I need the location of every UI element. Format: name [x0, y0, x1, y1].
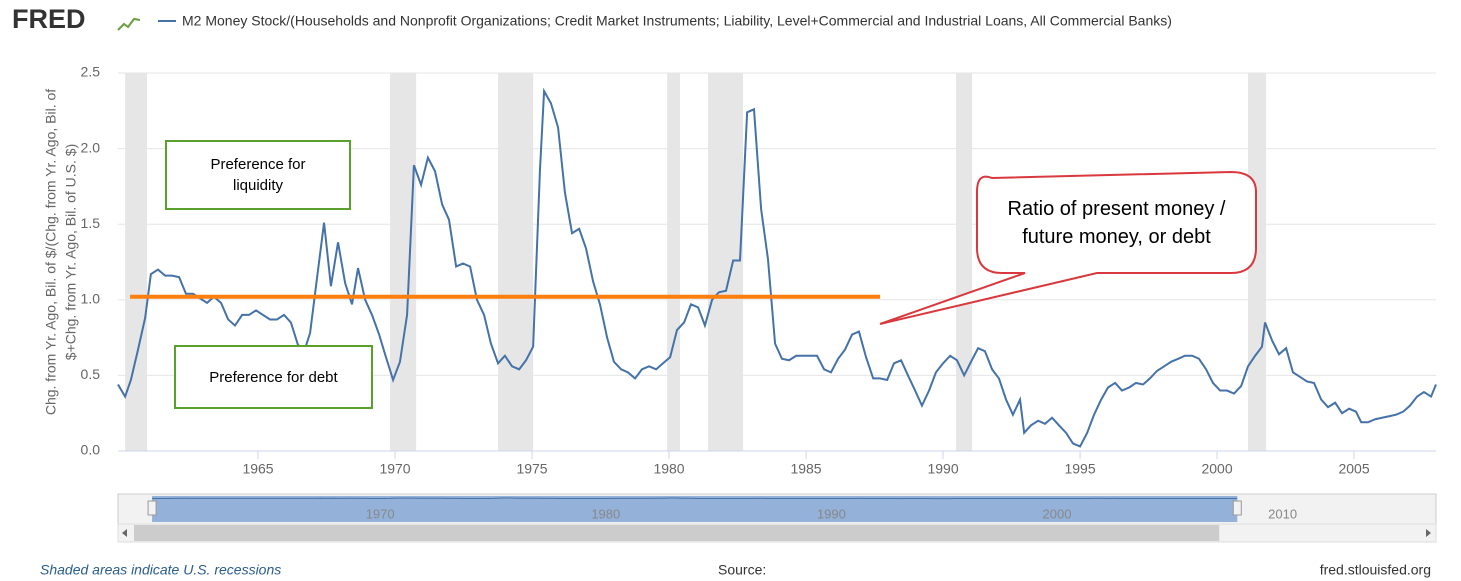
- logo-icon: [117, 17, 141, 31]
- x-tick-label: 1970: [379, 461, 410, 477]
- navigator-handle[interactable]: [1232, 500, 1242, 516]
- x-tick-label: 2000: [1201, 461, 1232, 477]
- recession-band: [667, 73, 680, 451]
- logo: FRED: [12, 4, 86, 34]
- scrollbar-thumb[interactable]: [134, 525, 1220, 541]
- recession-band: [498, 73, 534, 451]
- annotation-text: Ratio of present money / future money, o…: [1007, 197, 1226, 248]
- navigator-tick-label: 1980: [591, 506, 620, 521]
- annotation: Preference for debt: [209, 368, 338, 386]
- y-axis-label: $+Chg. from Yr. Ago, Bil. of U.S. $): [63, 144, 79, 360]
- x-tick-label: 1985: [790, 461, 821, 477]
- x-tick-label: 1995: [1064, 461, 1095, 477]
- x-tick-label: 1980: [653, 461, 684, 477]
- scroll-right[interactable]: [1426, 529, 1431, 537]
- y-tick-label: 2.5: [81, 64, 101, 80]
- data-line: [117, 87, 1437, 448]
- navigator-selection: [152, 496, 1238, 522]
- annotation-box: [174, 345, 373, 409]
- navigator-tick-label: 1990: [817, 506, 846, 521]
- navigator-line: [152, 497, 1238, 500]
- annotation-text: Preference for debt: [209, 368, 338, 386]
- x-tick-label: 1965: [242, 461, 273, 477]
- navigator-tick-label: 2000: [1043, 506, 1072, 521]
- recession-band: [955, 73, 973, 451]
- recession-band: [1248, 73, 1267, 451]
- y-axis-label: Chg. from Yr. Ago, Bil. of $/(Chg. from …: [43, 89, 59, 415]
- y-tick-label: 2.0: [81, 139, 101, 155]
- annotation: Ratio of present money / future money, o…: [1007, 197, 1226, 248]
- navigator-handle[interactable]: [147, 500, 157, 516]
- legend-label: M2 Money Stock/(Households and Nonprofit…: [182, 13, 1172, 29]
- footer-center: Source:: [718, 562, 766, 578]
- annotation-text: Preference for liquidity: [210, 156, 306, 194]
- navigator-tick-label: 1970: [366, 506, 395, 521]
- annotation-box: [165, 140, 351, 210]
- callout: [879, 170, 1257, 325]
- x-tick-label: 1975: [516, 461, 547, 477]
- y-tick-label: 0.5: [81, 366, 101, 382]
- footer-right: fred.stlouisfed.org: [1320, 562, 1431, 578]
- footer-left: Shaded areas indicate U.S. recessions: [40, 562, 281, 578]
- recession-band: [125, 73, 148, 451]
- navigator-tick-label: 2010: [1268, 506, 1297, 521]
- y-tick-label: 0.0: [81, 442, 101, 458]
- y-tick-label: 1.0: [81, 291, 101, 307]
- recession-band: [390, 73, 417, 451]
- recession-band: [707, 73, 744, 451]
- x-tick-label: 1990: [927, 461, 958, 477]
- y-tick-label: 1.5: [81, 215, 101, 231]
- scroll-left[interactable]: [122, 529, 127, 537]
- x-tick-label: 2005: [1338, 461, 1369, 477]
- annotation: Preference for liquidity: [210, 156, 306, 194]
